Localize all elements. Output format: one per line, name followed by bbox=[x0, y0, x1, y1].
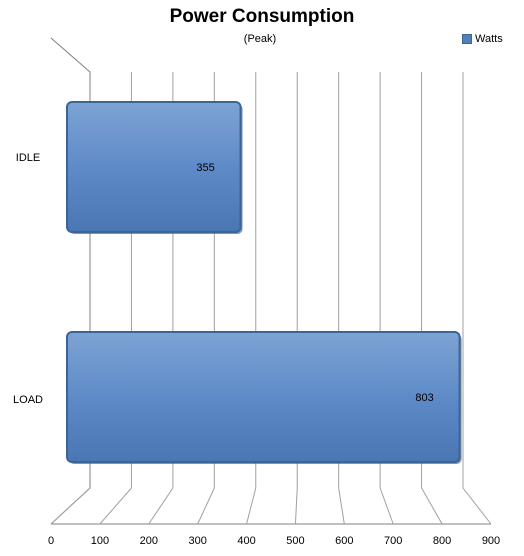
bar-idle bbox=[66, 101, 242, 233]
x-tick-label: 900 bbox=[482, 535, 500, 547]
floor-gridline bbox=[379, 487, 394, 525]
x-tick-label: 600 bbox=[335, 535, 353, 547]
chart-title: Power Consumption bbox=[169, 6, 355, 27]
x-tick-label: 200 bbox=[140, 535, 158, 547]
floor-gridline bbox=[246, 487, 257, 525]
legend-label: Watts bbox=[475, 33, 503, 45]
legend: Watts bbox=[462, 33, 503, 45]
category-label-idle: IDLE bbox=[16, 152, 40, 164]
data-label-load: 803 bbox=[415, 392, 433, 404]
x-tick-label: 700 bbox=[384, 535, 402, 547]
floor-gridline bbox=[99, 487, 132, 525]
floor-gridline bbox=[50, 487, 91, 525]
floor-gridline bbox=[197, 487, 215, 525]
floor-gridline bbox=[148, 487, 174, 525]
data-label-idle: 355 bbox=[196, 162, 214, 174]
x-tick-label: 100 bbox=[91, 535, 109, 547]
x-tick-label: 300 bbox=[188, 535, 206, 547]
bar-load bbox=[66, 331, 461, 463]
floor-gridline bbox=[421, 487, 443, 525]
category-label-load: LOAD bbox=[13, 394, 43, 406]
floor-gridline bbox=[462, 487, 492, 525]
x-tick-label: 0 bbox=[48, 535, 54, 547]
x-tick-label: 500 bbox=[286, 535, 304, 547]
legend-swatch bbox=[462, 34, 472, 44]
chart-subtitle: (Peak) bbox=[243, 33, 277, 45]
floor-gridline bbox=[294, 487, 298, 525]
x-tick-label: 800 bbox=[433, 535, 451, 547]
floor-gridline bbox=[338, 487, 345, 525]
x-tick-label: 400 bbox=[237, 535, 255, 547]
